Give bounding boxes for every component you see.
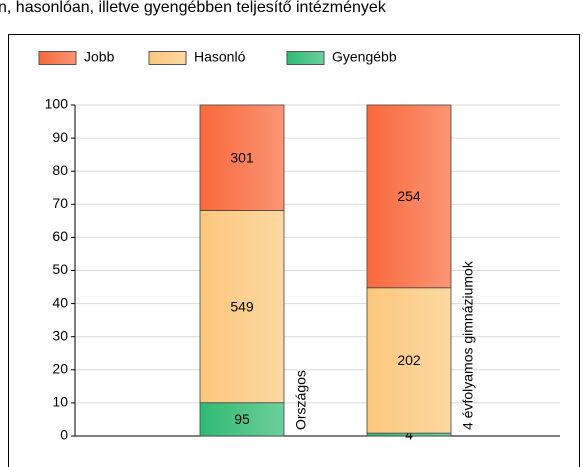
chart-frame — [8, 34, 580, 467]
data-label: 202 — [397, 352, 421, 368]
category-label: 4 évfolyamos gimnáziumok — [460, 260, 476, 430]
legend-swatch — [38, 51, 77, 65]
y-tick-label: 60 — [52, 228, 68, 244]
y-tick-label: 70 — [52, 195, 68, 211]
y-tick-label: 100 — [45, 96, 69, 112]
chart-title: n, hasonlóan, illetve gyengébben teljesí… — [0, 0, 387, 16]
data-label: 549 — [230, 298, 254, 314]
y-tick-label: 10 — [52, 394, 68, 410]
bar-segment — [366, 104, 452, 289]
data-label: 4 — [405, 426, 413, 442]
y-tick-label: 90 — [52, 129, 68, 145]
data-label: 301 — [230, 149, 254, 165]
y-tick-label: 80 — [52, 162, 68, 178]
legend-label: Jobb — [84, 49, 115, 65]
data-label: 254 — [397, 188, 421, 204]
y-tick-label: 30 — [52, 327, 68, 343]
legend-swatch — [148, 51, 187, 65]
bar-segment — [199, 210, 285, 404]
legend-swatch — [286, 51, 325, 65]
bar-segment — [366, 287, 452, 434]
category-label: Országos — [293, 370, 309, 430]
y-tick-label: 20 — [52, 361, 68, 377]
legend-label: Gyengébb — [332, 49, 397, 65]
y-tick-label: 50 — [52, 261, 68, 277]
y-tick-label: 0 — [60, 427, 68, 443]
bar-segment — [199, 104, 285, 211]
y-tick-label: 40 — [52, 294, 68, 310]
legend-label: Hasonló — [194, 49, 246, 65]
data-label: 95 — [234, 411, 250, 427]
